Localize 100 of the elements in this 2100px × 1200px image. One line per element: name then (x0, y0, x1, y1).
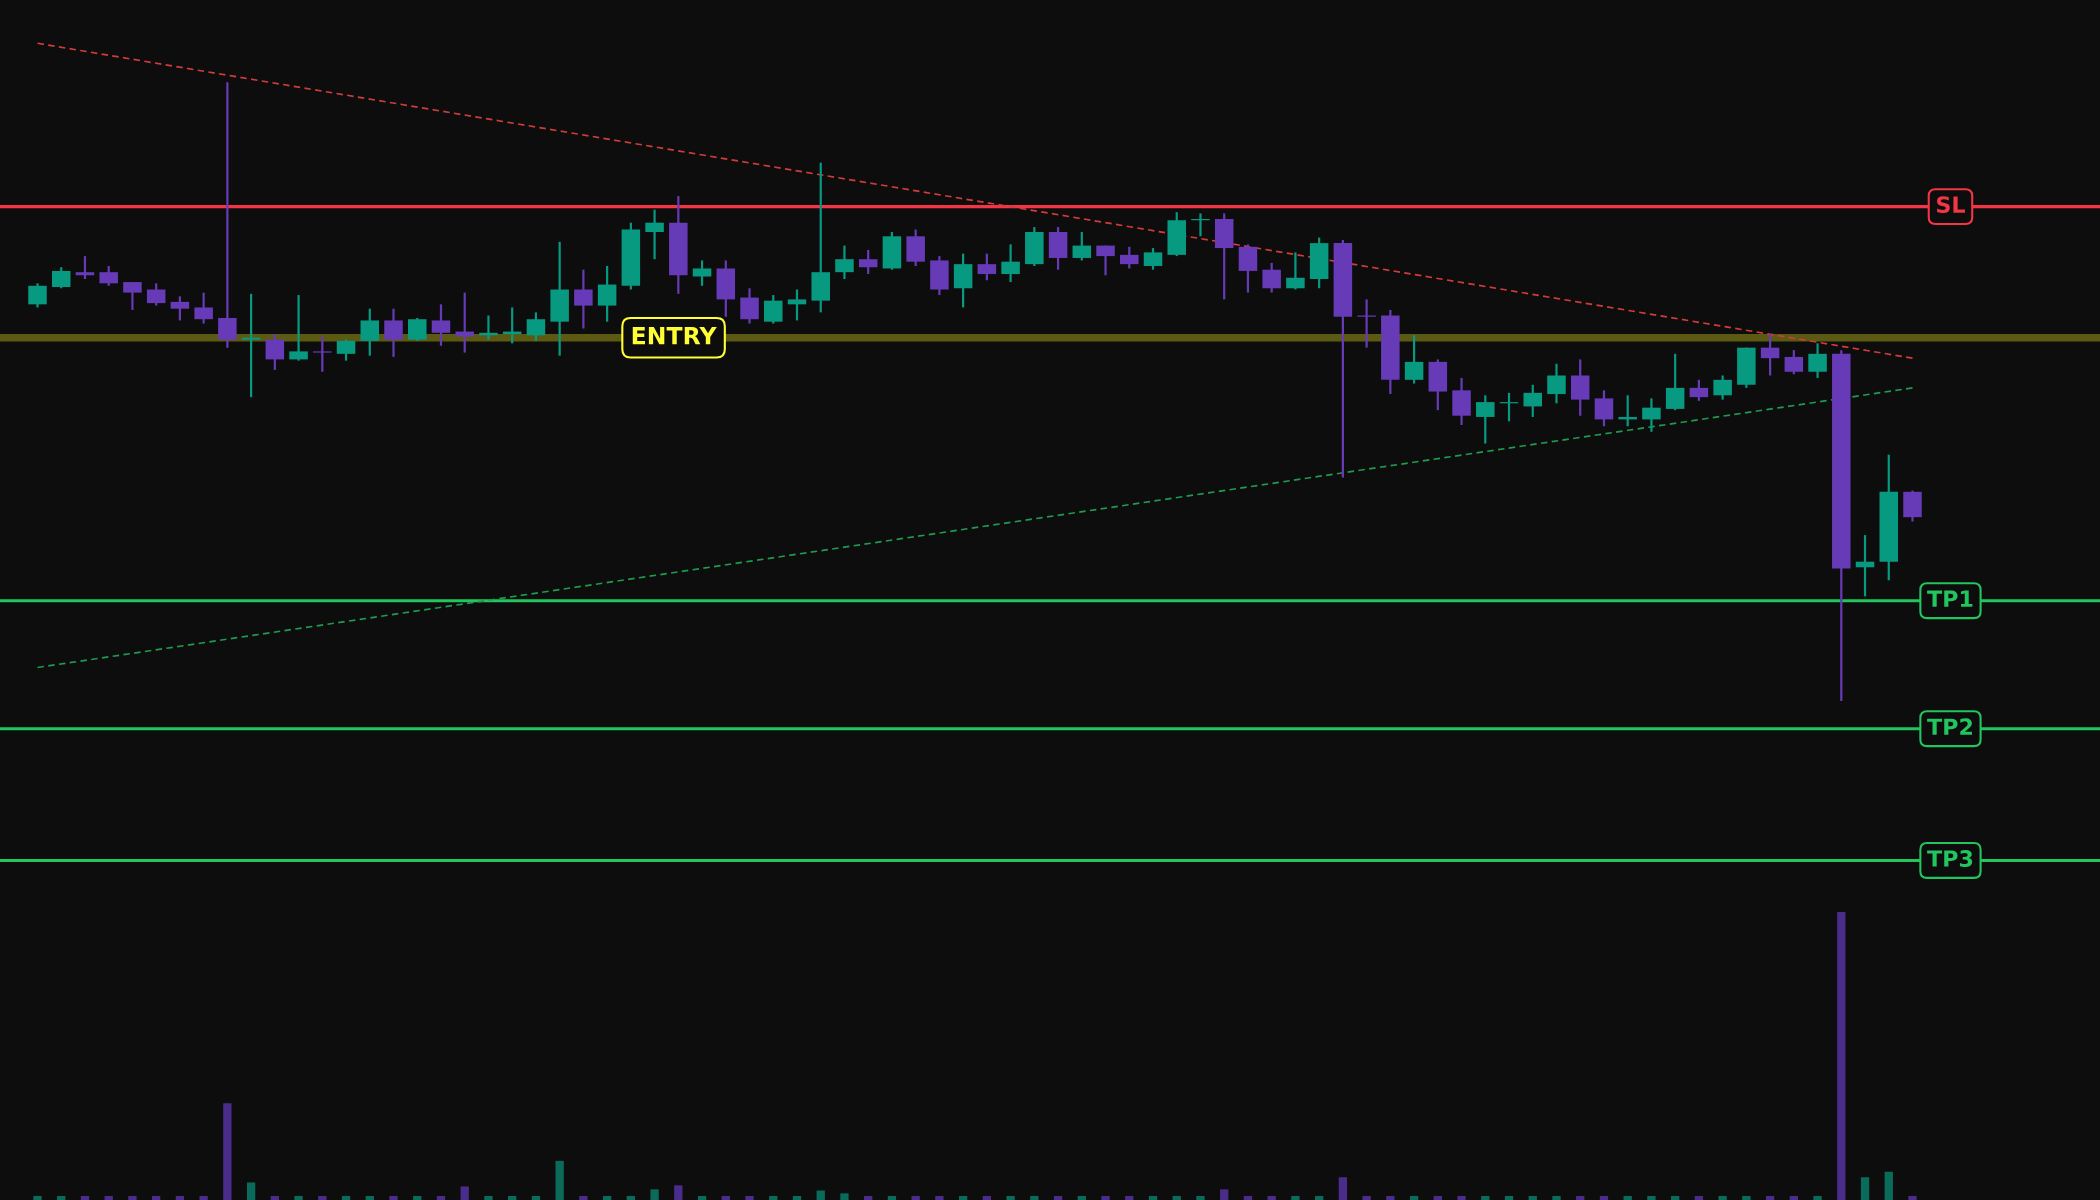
candlestick (597, 264, 617, 323)
candlestick (1689, 378, 1709, 402)
ref-line-label: TP2 (1927, 718, 1972, 735)
bar (1457, 1195, 1466, 1200)
candlestick (431, 303, 451, 347)
bar (1196, 1195, 1205, 1200)
bar (1860, 1177, 1870, 1200)
candlestick (526, 311, 546, 342)
candlestick (28, 282, 47, 309)
candlestick (1096, 244, 1115, 277)
bar (365, 1195, 374, 1200)
ref-line-label: TP1 (1927, 590, 1973, 607)
bar (1576, 1195, 1585, 1200)
candlestick (1120, 245, 1139, 270)
bar (579, 1195, 588, 1200)
bar (1552, 1195, 1561, 1200)
bar (1125, 1195, 1134, 1200)
candlestick (692, 259, 712, 287)
candlestick (360, 307, 380, 357)
bar (1433, 1195, 1442, 1200)
candlestick (194, 291, 213, 325)
candlestick (75, 254, 95, 281)
bar (294, 1195, 303, 1200)
bar (1599, 1195, 1609, 1200)
bar (531, 1195, 541, 1200)
bar (1243, 1195, 1253, 1200)
candlestick (645, 208, 664, 261)
candlestick (1001, 243, 1020, 284)
bar (555, 1160, 564, 1200)
bar (958, 1195, 968, 1200)
bar (982, 1195, 992, 1200)
bar (650, 1189, 659, 1200)
bar (1813, 1195, 1822, 1200)
bar (674, 1185, 683, 1200)
candlestick (1784, 349, 1804, 376)
bar (1837, 912, 1846, 1200)
bar (840, 1193, 849, 1200)
bar (484, 1195, 493, 1200)
candlestick (170, 295, 190, 322)
bar (911, 1195, 920, 1200)
bar (389, 1195, 398, 1200)
bar (1884, 1171, 1893, 1200)
candlestick (336, 338, 356, 362)
bar (1765, 1195, 1775, 1200)
bar (1338, 1177, 1348, 1200)
candlestick (1760, 332, 1780, 377)
bar (1528, 1195, 1537, 1200)
bar (1267, 1195, 1276, 1200)
candlestick (740, 287, 759, 325)
candlestick (1808, 342, 1827, 380)
bar (1409, 1195, 1419, 1200)
candlestick (977, 252, 997, 282)
bar (1718, 1195, 1727, 1200)
candlestick (858, 248, 878, 276)
bar (792, 1195, 802, 1200)
bar (864, 1195, 873, 1200)
bar (1030, 1195, 1039, 1200)
bar (1481, 1195, 1490, 1200)
candlestick (99, 264, 118, 287)
candlestick (1357, 298, 1376, 349)
candlestick (123, 280, 142, 312)
bar (887, 1195, 897, 1200)
candlestick (1072, 230, 1092, 262)
candlestick (1594, 389, 1614, 428)
ref-line-label: TP3 (1927, 850, 1973, 867)
bar (1647, 1195, 1656, 1200)
bar (246, 1182, 256, 1200)
band-label: ENTRY (632, 327, 717, 345)
bar (199, 1195, 208, 1200)
bar (1694, 1195, 1704, 1200)
ref-line-label: SL (1936, 196, 1965, 214)
bar (508, 1195, 517, 1200)
candlestick (1523, 383, 1543, 419)
bar (57, 1195, 66, 1200)
bar (626, 1195, 636, 1200)
candlestick (1476, 394, 1495, 445)
candlestick (51, 266, 71, 290)
bar (1220, 1189, 1229, 1200)
bar (318, 1195, 327, 1200)
bar (1053, 1195, 1063, 1200)
candlestick (455, 291, 474, 354)
bar (175, 1195, 185, 1200)
bar (1101, 1195, 1110, 1200)
candlestick (146, 282, 166, 307)
bar (413, 1195, 422, 1200)
bar (1172, 1195, 1181, 1200)
candlestick (241, 292, 261, 399)
bar (104, 1195, 113, 1200)
bar (341, 1195, 351, 1200)
candlestick (1143, 246, 1163, 271)
candlestick (407, 316, 427, 342)
bar (769, 1195, 778, 1200)
bar (436, 1195, 446, 1200)
bar (1908, 1195, 1917, 1200)
bar (1386, 1195, 1395, 1200)
bar (1789, 1195, 1798, 1200)
bar (1504, 1195, 1514, 1200)
bar (1077, 1195, 1086, 1200)
bar (721, 1195, 730, 1200)
bar (935, 1195, 944, 1200)
